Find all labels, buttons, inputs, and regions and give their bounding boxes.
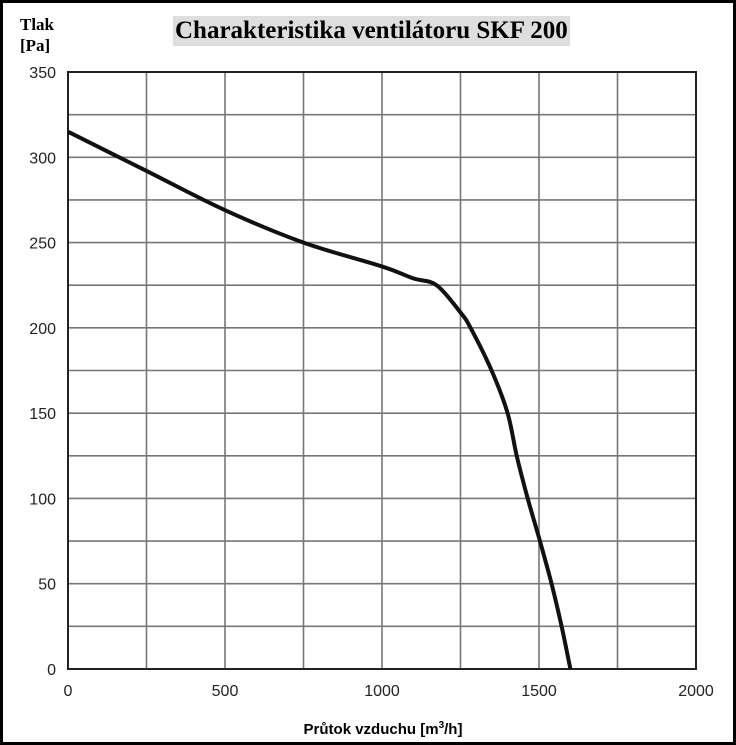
y-axis-label: Tlak [Pa] [20, 14, 54, 56]
fan-curve [67, 129, 573, 670]
y-tick-label: 150 [29, 406, 56, 423]
y-tick-label: 50 [38, 577, 56, 594]
y-tick-label: 350 [29, 65, 56, 82]
y-axis-label-line: Tlak [20, 15, 55, 34]
x-axis-label: Průtok vzduchu [m3/h] [304, 720, 463, 738]
y-tick-label: 250 [29, 236, 56, 253]
plot-border [67, 71, 697, 670]
y-tick-label: 300 [29, 150, 56, 167]
x-tick-label: 0 [64, 683, 73, 700]
x-tick-label: 1000 [364, 683, 400, 700]
y-tick-label: 200 [29, 321, 56, 338]
x-tick-label: 500 [212, 683, 239, 700]
y-axis-label-unit: [Pa] [20, 36, 51, 55]
x-tick-label: 2000 [678, 683, 714, 700]
chart-title: Charakteristika ventilátoru SKF 200 [173, 16, 570, 46]
y-tick-label: 0 [47, 662, 56, 679]
plot-area: 0 500 1000 1500 2000 0 50 100 150 200 250 300 350 Pr… [29, 65, 714, 738]
y-tick-label: 100 [29, 491, 56, 508]
x-tick-label: 1500 [521, 683, 557, 700]
